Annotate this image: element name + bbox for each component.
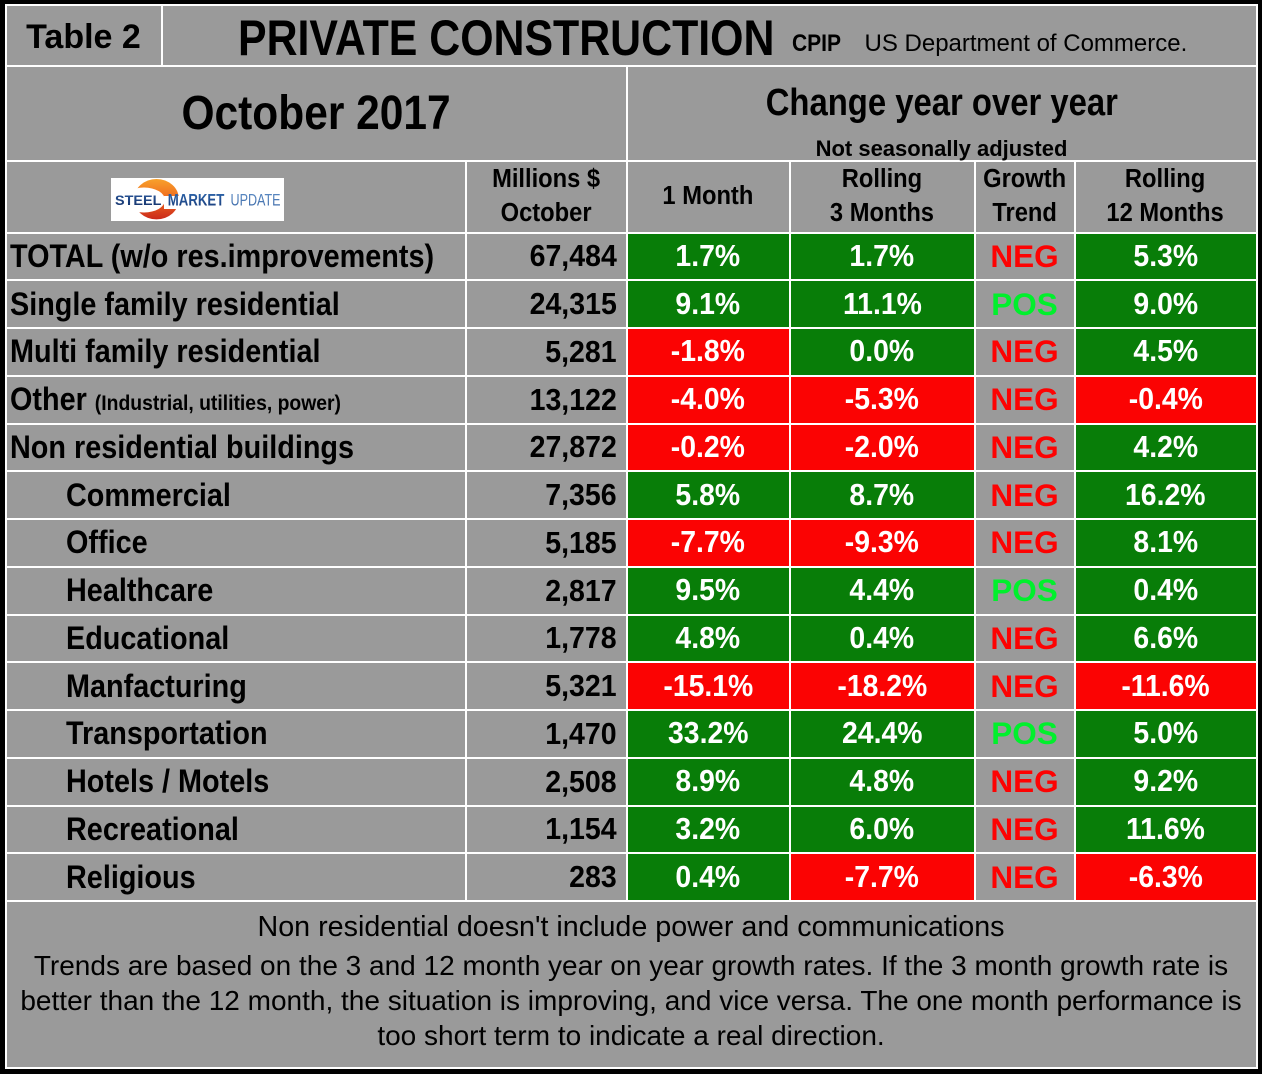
svg-text:MARKET: MARKET	[168, 190, 225, 209]
svg-text:UPDATE: UPDATE	[231, 190, 281, 209]
svg-text:STEEL: STEEL	[115, 191, 162, 207]
